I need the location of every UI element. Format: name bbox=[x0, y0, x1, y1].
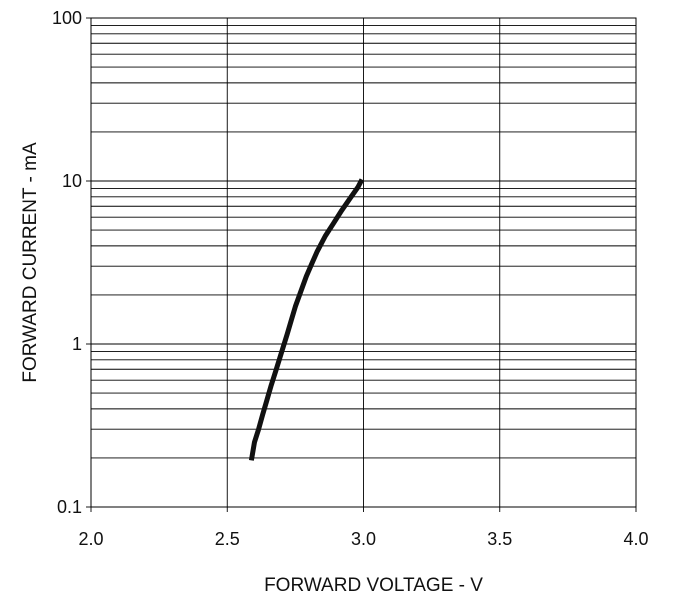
y-axis-title: FORWARD CURRENT - mA bbox=[20, 142, 41, 383]
y-tick-label: 100 bbox=[52, 8, 82, 28]
x-tick-label: 3.0 bbox=[351, 529, 376, 549]
x-axis-title: FORWARD VOLTAGE - V bbox=[264, 575, 483, 596]
x-tick-label: 2.0 bbox=[78, 529, 103, 549]
y-tick-label: 1 bbox=[72, 334, 82, 354]
plot-area bbox=[90, 17, 637, 508]
series-line bbox=[248, 178, 365, 461]
y-tick-labels: 0.1 1 10 100 bbox=[52, 8, 82, 517]
x-tick-labels: 2.0 2.5 3.0 3.5 4.0 bbox=[78, 529, 648, 549]
x-tick-label: 3.5 bbox=[487, 529, 512, 549]
y-tick-label: 0.1 bbox=[57, 497, 82, 517]
x-tick-label: 2.5 bbox=[215, 529, 240, 549]
y-tick-label: 10 bbox=[62, 171, 82, 191]
grid bbox=[86, 17, 637, 512]
x-tick-label: 4.0 bbox=[623, 529, 648, 549]
series-group bbox=[248, 178, 365, 461]
